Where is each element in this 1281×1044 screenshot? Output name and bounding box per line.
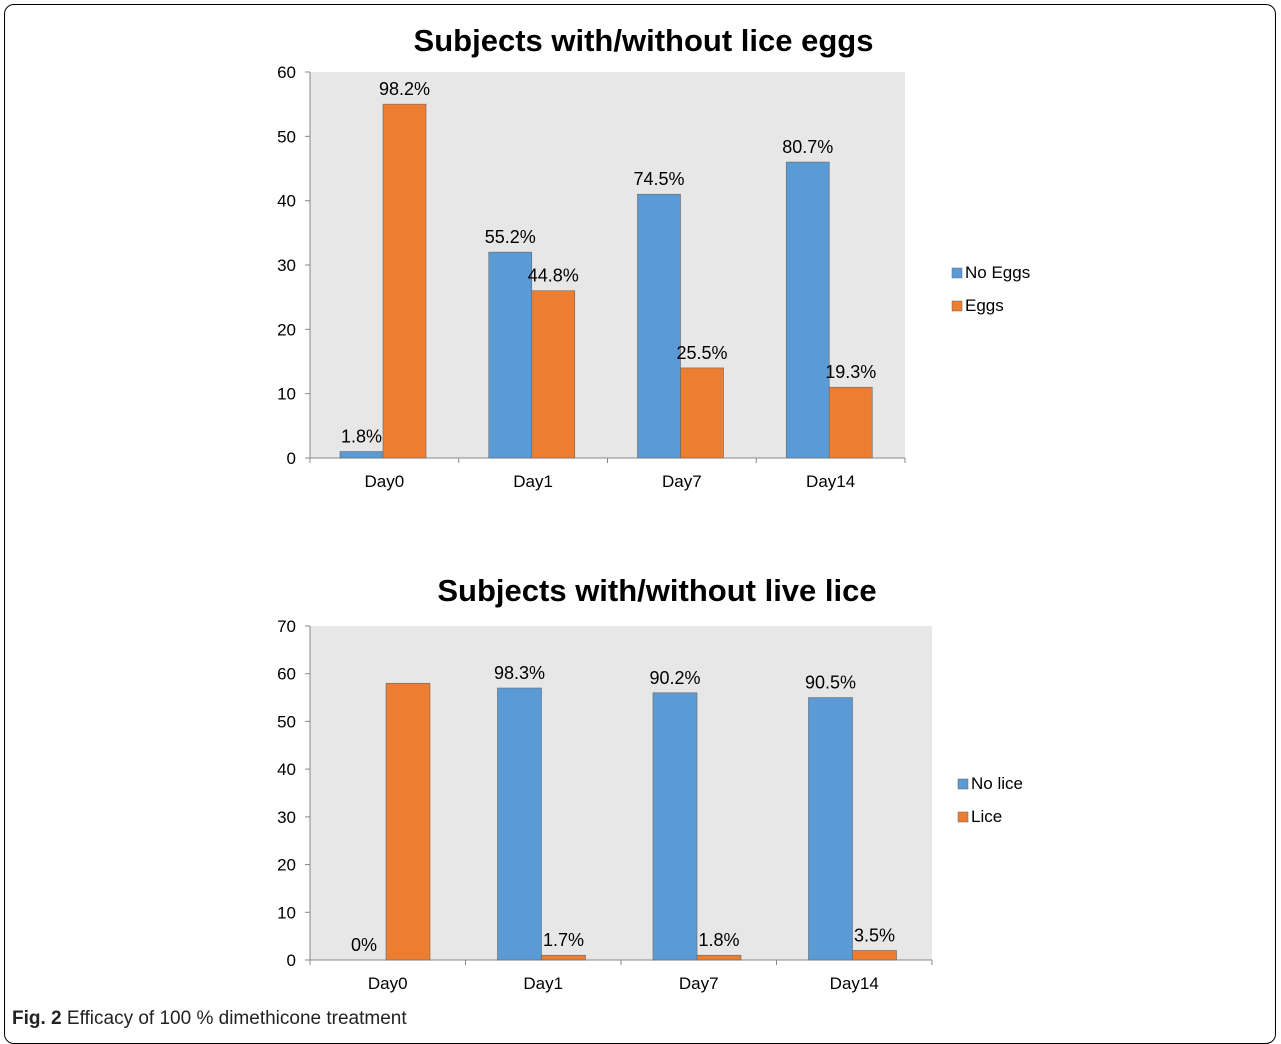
chart2-bar-no-lice [808, 697, 853, 961]
chart2-x-tick-label: Day14 [830, 974, 879, 993]
chart2-y-tick-label: 20 [277, 856, 296, 875]
chart2-y-tick-label: 0 [287, 951, 296, 970]
figure-caption: Fig. 2 Efficacy of 100 % dimethicone tre… [12, 1008, 407, 1030]
chart2-x-tick-label: Day1 [523, 974, 563, 993]
chart1-data-label: 44.8% [528, 266, 579, 286]
chart2-x-tick-label: Day7 [679, 974, 719, 993]
chart1-title: Subjects with/without lice eggs [414, 23, 874, 58]
chart1-bar-eggs [680, 367, 724, 459]
chart1-bar-no-eggs [785, 161, 830, 459]
chart1-bar-no-eggs [488, 251, 533, 459]
chart1-x-tick-label: Day14 [806, 472, 855, 491]
chart1-x-tick-label: Day7 [662, 472, 702, 491]
chart1-legend-swatch [951, 267, 963, 279]
chart2-data-label: 90.2% [649, 668, 700, 688]
chart1-bar-eggs [828, 386, 873, 459]
chart2-data-label: 1.8% [698, 930, 739, 950]
chart1-data-label: 1.8% [341, 427, 382, 447]
chart2-y-tick-label: 30 [277, 808, 296, 827]
chart2-data-label: 1.7% [543, 930, 584, 950]
chart1-y-tick-label: 40 [277, 192, 296, 211]
chart2-legend-swatch [957, 778, 969, 790]
chart1-y-tick-label: 0 [287, 449, 296, 468]
caption-label: Fig. 2 [12, 1008, 62, 1029]
chart2-bar-no-lice [497, 687, 542, 961]
chart1-data-label: 80.7% [782, 137, 833, 157]
chart2-data-label: 90.5% [805, 673, 856, 693]
chart1-y-tick-label: 20 [277, 320, 296, 339]
chart1-data-label: 55.2% [485, 227, 536, 247]
chart2-y-tick-label: 60 [277, 665, 296, 684]
chart2-bar-lice [852, 950, 897, 961]
chart2-y-tick-label: 70 [277, 617, 296, 636]
chart1-y-tick-label: 10 [277, 385, 296, 404]
chart1-bar-eggs [531, 290, 576, 459]
chart2-data-label: 0% [351, 935, 377, 955]
chart2-bar-lice [541, 954, 586, 961]
chart2-legend-label: No lice [971, 774, 1023, 793]
chart2-bar-lice [385, 682, 431, 961]
chart1-x-tick-label: Day0 [365, 472, 405, 491]
chart1-y-tick-label: 60 [277, 63, 296, 82]
chart2-legend-label: Lice [971, 807, 1002, 826]
chart2-y-tick-label: 50 [277, 712, 296, 731]
chart1-legend-swatch [951, 300, 963, 312]
chart1-legend-label: Eggs [965, 296, 1004, 315]
chart2-y-tick-label: 40 [277, 760, 296, 779]
chart1-bar-eggs [382, 103, 427, 459]
chart1-legend-label: No Eggs [965, 263, 1030, 282]
caption-text: Efficacy of 100 % dimethicone treatment [66, 1008, 407, 1029]
chart1-data-label: 25.5% [676, 343, 727, 363]
chart1-bar-no-eggs [637, 193, 681, 459]
chart2-bar-lice [696, 954, 742, 961]
chart2-x-tick-label: Day0 [368, 974, 408, 993]
chart2-data-label: 3.5% [854, 925, 895, 945]
figure-charts: Subjects with/without lice eggs 0 10 20 30 40… [277, 23, 1030, 993]
chart1-data-label: 74.5% [633, 169, 684, 189]
chart2-data-label: 98.3% [494, 663, 545, 683]
chart1-x-tick-label: Day1 [513, 472, 553, 491]
chart1-data-label: 98.2% [379, 79, 430, 99]
chart1-y-tick-label: 30 [277, 256, 296, 275]
chart1-y-tick-label: 50 [277, 127, 296, 146]
chart2-legend-swatch [957, 811, 969, 823]
chart2-y-tick-label: 10 [277, 903, 296, 922]
chart1-data-label: 19.3% [825, 362, 876, 382]
chart1-bar-no-eggs [339, 451, 384, 459]
chart2-bar-no-lice [652, 692, 698, 961]
chart2-title: Subjects with/without live lice [437, 573, 876, 608]
